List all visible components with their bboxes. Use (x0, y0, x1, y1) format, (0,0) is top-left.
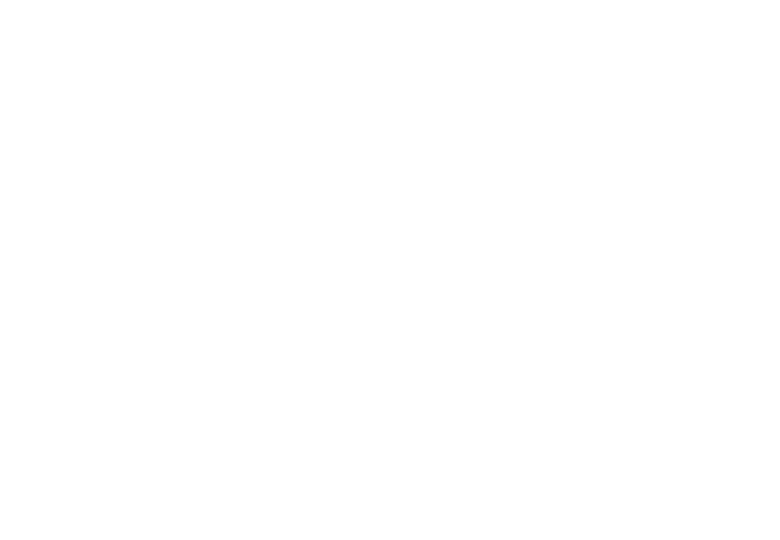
Text: 0010: 0010 (302, 250, 334, 263)
Text: 1001: 1001 (302, 366, 334, 379)
Text: 2: 2 (223, 250, 232, 263)
Text: 1000: 1000 (302, 349, 334, 363)
Text: 0110: 0110 (378, 406, 410, 419)
Text: 1110: 1110 (302, 454, 334, 467)
Text: bit: bit (204, 422, 222, 435)
Text: 1010: 1010 (302, 390, 334, 403)
Text: ■: ■ (131, 126, 145, 141)
Text: 0101: 0101 (453, 250, 485, 263)
Text: 1100: 1100 (302, 422, 334, 435)
Text: 0100: 0100 (378, 283, 410, 296)
Text: 0110: 0110 (538, 250, 570, 263)
Text: 1001: 1001 (453, 316, 485, 329)
Text: 1110: 1110 (378, 349, 410, 363)
Text: 0001: 0001 (453, 406, 485, 419)
Text: Four Different Binary Codes for the Decimal Digits: Four Different Binary Codes for the Deci… (204, 160, 537, 173)
Text: Unused: Unused (186, 406, 238, 419)
Text: BCD
8421: BCD 8421 (300, 181, 336, 210)
Text: 1000: 1000 (538, 349, 570, 363)
Text: 3: 3 (223, 266, 232, 280)
Text: 0011: 0011 (302, 266, 334, 280)
Text: 0111: 0111 (538, 233, 570, 246)
Text: 0011: 0011 (453, 217, 485, 230)
Text: 1101: 1101 (538, 454, 570, 467)
Text: 0101: 0101 (302, 300, 334, 313)
Text: 0001: 0001 (538, 390, 570, 403)
Text: 1011: 1011 (538, 300, 570, 313)
Text: Excess-3: Excess-3 (437, 181, 502, 194)
Text: 1010: 1010 (453, 333, 485, 346)
Text: 1101: 1101 (453, 438, 485, 451)
Text: 1001: 1001 (538, 333, 570, 346)
Text: 0101: 0101 (538, 266, 570, 280)
Text: 0011: 0011 (378, 266, 410, 280)
Text: 0110: 0110 (302, 316, 334, 329)
Text: 0: 0 (223, 217, 232, 230)
Text: combi-: combi- (190, 438, 235, 451)
Text: 0000: 0000 (453, 390, 485, 403)
Text: 2421: 2421 (375, 181, 412, 194)
Text: 1000: 1000 (453, 300, 485, 313)
Text: 0111: 0111 (302, 333, 334, 346)
Text: 0010: 0010 (538, 406, 570, 419)
Text: 0100: 0100 (453, 233, 485, 246)
Text: 1100: 1100 (453, 366, 485, 379)
Text: 1101: 1101 (302, 438, 334, 451)
Text: 0010: 0010 (453, 422, 485, 435)
Text: 1111: 1111 (302, 469, 334, 482)
Text: 0111: 0111 (378, 422, 410, 435)
Text: 0000: 0000 (538, 217, 570, 230)
Text: 1011: 1011 (302, 406, 334, 419)
Text: 1111: 1111 (538, 366, 570, 379)
Text: Other Decimal Codes: Other Decimal Codes (153, 126, 365, 144)
Text: 1110: 1110 (538, 469, 570, 482)
Text: 0111: 0111 (453, 283, 485, 296)
Text: 1011: 1011 (453, 349, 485, 363)
Text: 1001: 1001 (378, 454, 410, 467)
Text: Binary Codes: Binary Codes (140, 94, 365, 123)
Text: Decimal
Digit: Decimal Digit (197, 181, 257, 210)
Text: 1101: 1101 (378, 333, 410, 346)
Text: 0100: 0100 (538, 283, 570, 296)
Text: 6: 6 (223, 316, 232, 329)
Text: 0010: 0010 (378, 250, 410, 263)
Text: 0101: 0101 (378, 390, 410, 403)
Text: 0000: 0000 (302, 217, 334, 230)
Text: 8: 8 (223, 349, 232, 363)
Text: 1000: 1000 (378, 438, 410, 451)
Text: 1100: 1100 (378, 316, 410, 329)
Text: 0011: 0011 (538, 422, 570, 435)
Text: 0100: 0100 (302, 283, 334, 296)
Text: 1011: 1011 (378, 300, 410, 313)
Text: 1010: 1010 (378, 469, 410, 482)
Text: Table 1.5: Table 1.5 (204, 148, 271, 161)
Text: 9: 9 (223, 366, 232, 379)
Text: 1010: 1010 (538, 316, 570, 329)
Text: 1: 1 (223, 233, 232, 246)
Text: 0001: 0001 (302, 233, 334, 246)
Text: 0001: 0001 (378, 233, 410, 246)
Text: 1111: 1111 (378, 366, 410, 379)
Text: 1111: 1111 (453, 469, 485, 482)
Text: 4: 4 (223, 283, 232, 296)
Text: 8, 4, −2, −1: 8, 4, −2, −1 (510, 181, 598, 194)
Text: 5: 5 (223, 300, 232, 313)
Text: 0110: 0110 (453, 266, 485, 280)
Text: 0000: 0000 (378, 217, 410, 230)
Text: nations: nations (188, 454, 237, 467)
Text: 1100: 1100 (538, 438, 570, 451)
Text: 1110: 1110 (453, 454, 485, 467)
Text: 7: 7 (223, 333, 232, 346)
